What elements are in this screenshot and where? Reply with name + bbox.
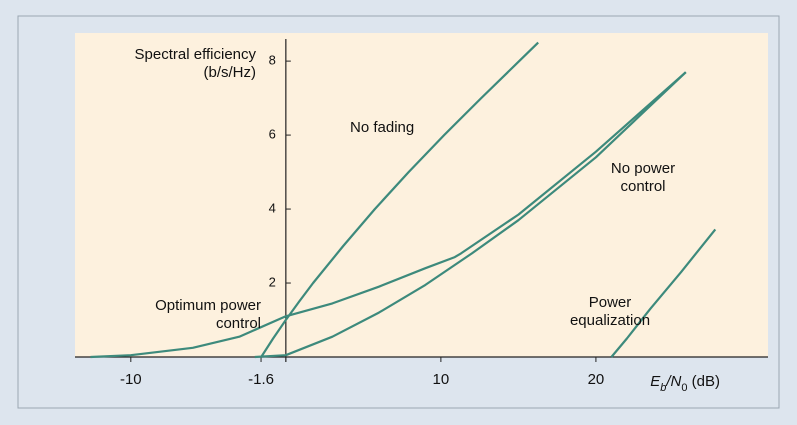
series-label: Optimum power control (155, 297, 261, 332)
x-label-part: E (650, 373, 661, 390)
x-tick-label: -10 (120, 371, 142, 388)
series-line (610, 228, 717, 358)
y-axis-label: Spectral efficiency (b/s/Hz) (134, 46, 256, 81)
series-label: No power control (610, 160, 676, 195)
series-line (254, 71, 687, 359)
x-tick-label: -1.6 (248, 371, 274, 388)
frame (17, 15, 780, 409)
y-tick-label: 2 (269, 274, 276, 289)
plot-area (75, 33, 768, 357)
x-label-part: b (660, 382, 666, 394)
x-label-part: /N (665, 373, 681, 390)
series-label: No fading (350, 119, 415, 136)
x-label-part: (dB) (687, 373, 720, 390)
x-tick-label: 20 (588, 371, 605, 388)
x-axis-label: Eb/N0 (dB) (650, 373, 720, 394)
x-tick-label: 10 (433, 371, 450, 388)
series-line (260, 41, 539, 358)
x-label-part: 0 (681, 382, 687, 394)
series-line (90, 71, 687, 359)
y-tick-label: 8 (269, 53, 276, 68)
y-tick-label: 6 (269, 127, 276, 142)
y-tick-label: 4 (269, 200, 276, 215)
series-label: Power equalization (569, 294, 651, 329)
